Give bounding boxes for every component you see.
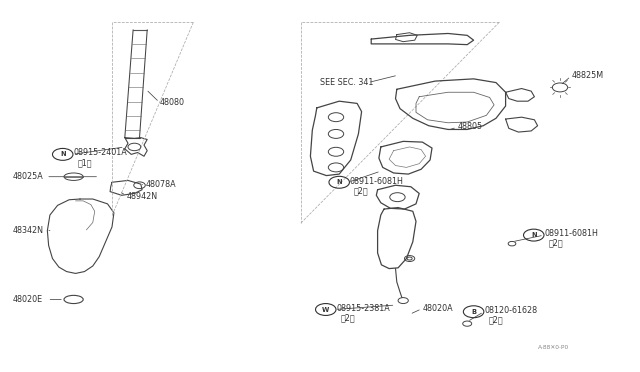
Text: （2）: （2）: [548, 239, 563, 248]
Text: （1）: （1）: [78, 158, 93, 167]
Text: 48805: 48805: [458, 122, 483, 131]
Text: N: N: [531, 232, 536, 238]
Text: （2）: （2）: [340, 314, 355, 323]
Text: 48342N: 48342N: [13, 226, 44, 235]
Text: N: N: [60, 151, 65, 157]
Text: SEE SEC. 341: SEE SEC. 341: [320, 78, 373, 87]
Text: （2）: （2）: [353, 186, 368, 195]
Text: 08915-2401A: 08915-2401A: [74, 148, 127, 157]
Text: 48080: 48080: [160, 98, 185, 107]
Text: 08911-6081H: 08911-6081H: [349, 177, 403, 186]
Text: 48025A: 48025A: [13, 172, 44, 181]
Text: 08915-2381A: 08915-2381A: [337, 304, 390, 313]
Text: A·88✕0·P0: A·88✕0·P0: [538, 345, 569, 350]
Text: 08911-6081H: 08911-6081H: [545, 229, 598, 238]
Text: 08120-61628: 08120-61628: [484, 306, 538, 315]
Text: B: B: [471, 309, 476, 315]
Text: 48078A: 48078A: [146, 180, 177, 189]
Text: 48942N: 48942N: [127, 192, 158, 201]
Text: （2）: （2）: [488, 315, 503, 324]
Text: W: W: [322, 307, 330, 312]
Text: 48020A: 48020A: [422, 304, 453, 312]
Text: N: N: [337, 179, 342, 185]
Text: 48825M: 48825M: [572, 71, 604, 80]
Text: 48020E: 48020E: [13, 295, 43, 304]
